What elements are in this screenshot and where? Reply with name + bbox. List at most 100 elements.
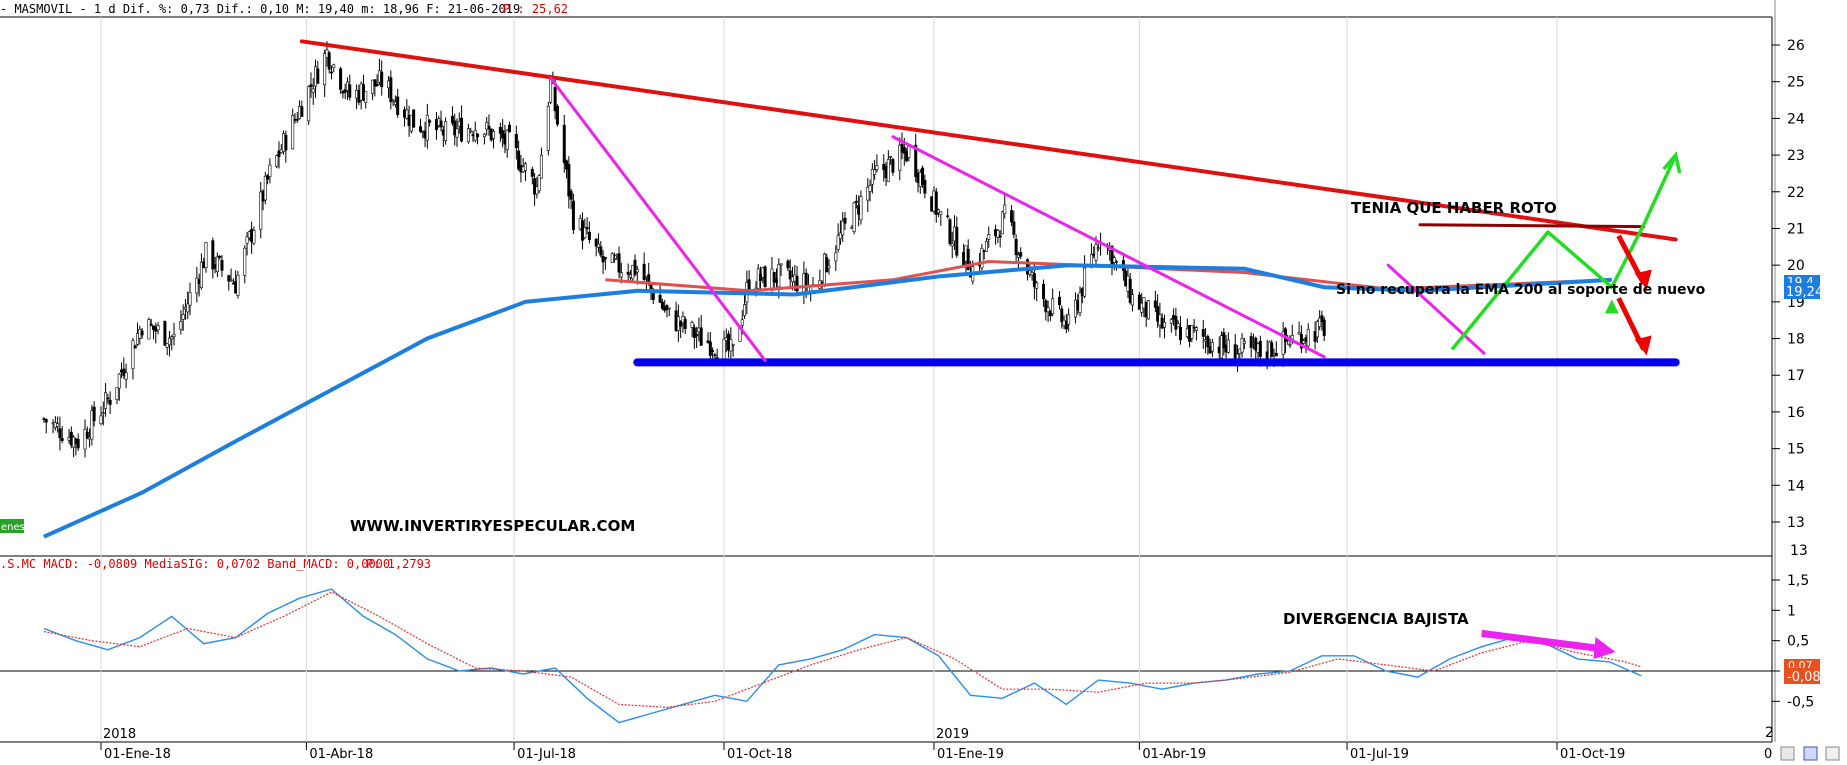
candle-body — [243, 247, 247, 276]
candle-body — [439, 120, 443, 128]
macd-header-extra: P: 1,2793 — [366, 557, 431, 571]
candle-body — [939, 211, 943, 215]
candle-body — [124, 372, 128, 380]
candle-body — [375, 83, 379, 86]
candle-body — [373, 79, 377, 87]
grid-icon[interactable] — [1825, 746, 1840, 761]
candle-body — [1032, 273, 1036, 288]
candle-body — [934, 191, 938, 215]
candle-body — [1315, 321, 1319, 338]
candle-body — [699, 327, 703, 346]
date-label: 01-Abr-18 — [309, 747, 373, 762]
candle-body — [42, 418, 46, 420]
grid — [0, 17, 1772, 742]
candle-body — [391, 99, 395, 102]
candle-body — [195, 277, 199, 294]
candle-body — [453, 120, 457, 136]
candle-body — [450, 115, 454, 124]
candle-body — [364, 91, 368, 103]
candle-body — [642, 263, 646, 280]
candle-body — [311, 88, 315, 93]
candle-body — [1274, 352, 1278, 357]
left-tag-text: enes — [1, 522, 25, 533]
toolbar-icons[interactable] — [1780, 746, 1840, 761]
candle-body — [747, 279, 751, 291]
candle-body — [455, 128, 459, 138]
candle-body — [868, 185, 872, 192]
settings-icon[interactable] — [1780, 746, 1795, 761]
price-tick-label: 17 — [1787, 368, 1805, 384]
candle-body — [133, 345, 137, 349]
price-tag: 19,4 19,24 — [1784, 275, 1823, 300]
price-tick-label: 13 — [1787, 515, 1805, 531]
candle-body — [649, 283, 653, 290]
candlesticks — [42, 41, 1326, 458]
date-label: 01-Ene-18 — [104, 747, 171, 762]
macd-tick-label: 0,5 — [1787, 634, 1809, 650]
candle-body — [460, 117, 464, 142]
candle-body — [779, 263, 783, 266]
candle-body — [1306, 328, 1310, 347]
candle-body — [323, 53, 327, 86]
candle-body — [259, 191, 263, 230]
candle-body — [546, 106, 550, 151]
candle-body — [482, 133, 486, 137]
candle-body — [188, 292, 192, 306]
candle-body — [921, 167, 925, 185]
candle-body — [90, 410, 94, 440]
price-tick-label: 18 — [1787, 332, 1805, 348]
divergence-arrowhead — [1593, 636, 1616, 659]
candle-body — [1057, 296, 1061, 306]
candle-body — [1046, 307, 1050, 313]
moving-averages — [43, 259, 1612, 539]
candle-body — [777, 264, 781, 288]
date-axis-cut-label: 0 — [1764, 747, 1772, 762]
candle-body — [537, 175, 541, 192]
date-label: 01-Oct-18 — [727, 747, 792, 762]
candle-body — [44, 419, 48, 423]
candle-body — [852, 202, 856, 232]
red-down-arrowhead — [1634, 335, 1652, 356]
save-icon[interactable] — [1803, 746, 1818, 761]
candle-body — [555, 105, 559, 125]
candle-body — [731, 343, 735, 346]
candle-body — [612, 258, 616, 261]
price-tick-label: 14 — [1787, 478, 1805, 494]
candle-body — [348, 84, 352, 98]
candle-body — [167, 337, 171, 346]
candle-body — [786, 260, 790, 269]
candle-body — [245, 236, 249, 244]
candle-body — [332, 64, 336, 68]
breakout-level-line — [1418, 223, 1646, 229]
candle-body — [987, 234, 991, 240]
candle-body — [92, 406, 96, 422]
candle-body — [1290, 335, 1294, 340]
candle-body — [571, 200, 575, 230]
candle-body — [617, 253, 621, 273]
candle-body — [1249, 336, 1253, 348]
candle-body — [1226, 339, 1230, 353]
candle-body — [1178, 327, 1182, 341]
candle-body — [854, 200, 858, 203]
price-tick-label: 23 — [1787, 148, 1805, 164]
candle-body — [1128, 278, 1132, 303]
green-triangle-marker — [1604, 299, 1619, 314]
candle-body — [866, 186, 870, 201]
candle-body — [389, 77, 393, 102]
candle-body — [530, 168, 534, 177]
candle-body — [1210, 341, 1214, 352]
candle-body — [492, 131, 496, 139]
candle-body — [1044, 300, 1048, 313]
date-label: 01-Jul-18 — [517, 747, 576, 762]
candle-body — [1146, 300, 1150, 320]
macd-line — [43, 588, 1642, 724]
candle-body — [181, 314, 185, 320]
price-tick-label: 16 — [1787, 405, 1805, 421]
candle-body — [827, 265, 831, 269]
candle-body — [583, 227, 587, 239]
candle-body — [708, 341, 712, 356]
candle-body — [1115, 261, 1119, 263]
divergence-arrow-shaft — [1481, 629, 1604, 653]
candle-body — [1176, 323, 1180, 328]
candle-body — [533, 178, 537, 195]
